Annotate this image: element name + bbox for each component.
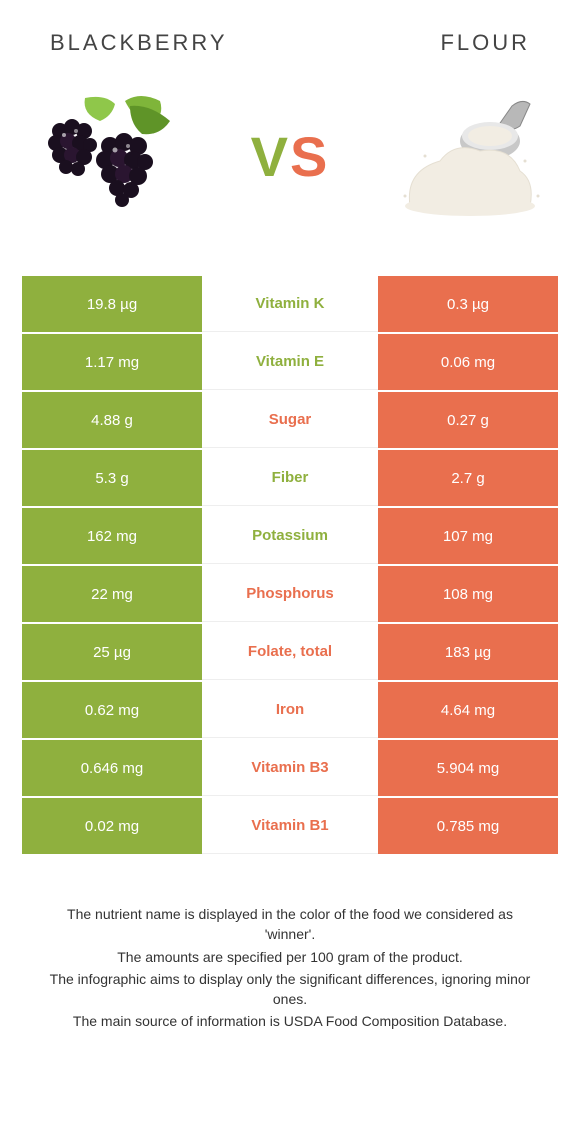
- table-row: 4.88 gSugar0.27 g: [22, 392, 558, 448]
- flour-image: [380, 86, 550, 226]
- nutrient-label: Folate, total: [202, 624, 378, 680]
- table-row: 5.3 gFiber2.7 g: [22, 450, 558, 506]
- nutrient-label: Vitamin E: [202, 334, 378, 390]
- table-row: 22 mgPhosphorus108 mg: [22, 566, 558, 622]
- table-row: 1.17 mgVitamin E0.06 mg: [22, 334, 558, 390]
- left-value-cell: 5.3 g: [22, 450, 202, 506]
- hero-row: VS: [20, 86, 560, 226]
- nutrient-label: Phosphorus: [202, 566, 378, 622]
- nutrient-label: Vitamin B1: [202, 798, 378, 854]
- nutrient-label: Fiber: [202, 450, 378, 506]
- table-row: 0.646 mgVitamin B35.904 mg: [22, 740, 558, 796]
- vs-s: S: [290, 125, 329, 188]
- table-row: 19.8 µgVitamin K0.3 µg: [22, 276, 558, 332]
- left-value-cell: 4.88 g: [22, 392, 202, 448]
- right-value-cell: 0.785 mg: [378, 798, 558, 854]
- right-value-cell: 0.06 mg: [378, 334, 558, 390]
- left-value-cell: 0.02 mg: [22, 798, 202, 854]
- vs-v: V: [251, 125, 290, 188]
- nutrient-label: Sugar: [202, 392, 378, 448]
- table-row: 0.02 mgVitamin B10.785 mg: [22, 798, 558, 854]
- vs-label: VS: [251, 124, 330, 189]
- right-value-cell: 2.7 g: [378, 450, 558, 506]
- footer-line-4: The main source of information is USDA F…: [40, 1011, 540, 1031]
- blackberry-image: [30, 86, 200, 226]
- right-value-cell: 108 mg: [378, 566, 558, 622]
- left-value-cell: 19.8 µg: [22, 276, 202, 332]
- left-value-cell: 22 mg: [22, 566, 202, 622]
- footer-line-3: The infographic aims to display only the…: [40, 969, 540, 1010]
- table-row: 25 µgFolate, total183 µg: [22, 624, 558, 680]
- left-value-cell: 0.646 mg: [22, 740, 202, 796]
- right-value-cell: 0.27 g: [378, 392, 558, 448]
- footer-line-1: The nutrient name is displayed in the co…: [40, 904, 540, 945]
- right-food-title: FLOUR: [440, 30, 530, 56]
- nutrient-label: Potassium: [202, 508, 378, 564]
- comparison-table: 19.8 µgVitamin K0.3 µg1.17 mgVitamin E0.…: [22, 276, 558, 854]
- nutrient-label: Vitamin K: [202, 276, 378, 332]
- table-row: 0.62 mgIron4.64 mg: [22, 682, 558, 738]
- right-value-cell: 183 µg: [378, 624, 558, 680]
- left-food-title: BLACKBERRY: [50, 30, 228, 56]
- right-value-cell: 5.904 mg: [378, 740, 558, 796]
- right-value-cell: 0.3 µg: [378, 276, 558, 332]
- header: BLACKBERRY FLOUR: [20, 30, 560, 56]
- footer-notes: The nutrient name is displayed in the co…: [20, 904, 560, 1032]
- left-value-cell: 25 µg: [22, 624, 202, 680]
- left-value-cell: 162 mg: [22, 508, 202, 564]
- table-row: 162 mgPotassium107 mg: [22, 508, 558, 564]
- nutrient-label: Vitamin B3: [202, 740, 378, 796]
- footer-line-2: The amounts are specified per 100 gram o…: [40, 947, 540, 967]
- right-value-cell: 107 mg: [378, 508, 558, 564]
- left-value-cell: 0.62 mg: [22, 682, 202, 738]
- nutrient-label: Iron: [202, 682, 378, 738]
- left-value-cell: 1.17 mg: [22, 334, 202, 390]
- right-value-cell: 4.64 mg: [378, 682, 558, 738]
